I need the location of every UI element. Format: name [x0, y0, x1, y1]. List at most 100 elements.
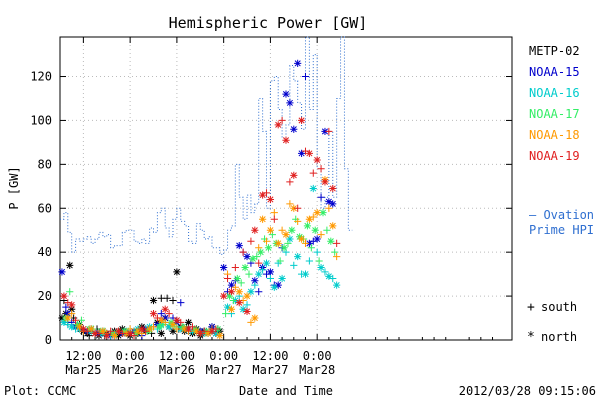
south-marker: [188, 323, 197, 331]
south-marker: [239, 248, 247, 256]
north-marker: [155, 323, 163, 331]
y-tick-label: 100: [30, 113, 52, 127]
south-label: south: [541, 300, 577, 314]
north-marker: [301, 270, 310, 278]
south-marker: [317, 231, 325, 239]
north-marker: [280, 244, 288, 252]
north-marker: [264, 244, 273, 252]
north-marker: [87, 325, 95, 333]
south-marker: [64, 321, 72, 329]
south-marker: [262, 237, 271, 245]
north-marker: [266, 226, 275, 234]
north-marker: [235, 241, 243, 250]
north-marker: [169, 327, 177, 335]
south-marker: [297, 270, 306, 278]
north-marker: [321, 127, 329, 136]
south-marker: [286, 178, 294, 186]
north-marker: [325, 272, 333, 280]
north-marker: [161, 314, 169, 322]
north-marker: [319, 209, 327, 217]
south-marker: [212, 325, 220, 333]
south-marker: [231, 263, 239, 272]
south-marker: [294, 204, 302, 212]
north-marker: [239, 305, 247, 313]
x-axis-label: Date and Time: [239, 384, 333, 398]
north-marker: [91, 329, 99, 338]
south-marker: [247, 318, 255, 327]
south-marker: [253, 252, 261, 261]
north-marker: [270, 283, 278, 291]
x-tick-label-date: Mar26: [112, 363, 148, 377]
north-marker: [208, 327, 216, 335]
north-marker: [282, 136, 290, 144]
x-tick-label-time: 0:00: [209, 349, 238, 363]
north-marker: [149, 310, 158, 318]
south-symbol: +: [527, 300, 535, 315]
south-marker: [333, 239, 341, 247]
south-marker: [169, 296, 177, 305]
north-marker: [313, 156, 321, 164]
north-marker: [157, 316, 165, 324]
north-marker: [134, 327, 142, 335]
south-marker: [325, 204, 333, 212]
south-marker: [107, 327, 115, 335]
north-marker: [184, 318, 193, 327]
north-marker: [294, 59, 302, 67]
north-marker: [68, 301, 76, 309]
north-marker: [110, 332, 119, 340]
legend-metp-02: METP-02: [529, 44, 580, 58]
x-tick-label-time: 12:00: [159, 349, 195, 363]
north-marker: [149, 296, 158, 305]
south-marker: [276, 257, 284, 265]
south-marker: [177, 318, 185, 327]
x-tick-label-date: Mar26: [159, 363, 195, 377]
south-marker: [331, 248, 339, 256]
north-marker: [274, 281, 282, 289]
north-marker: [251, 314, 259, 322]
south-marker: [95, 329, 103, 338]
north-marker: [305, 239, 313, 247]
south-marker: [309, 213, 317, 221]
north-marker: [233, 274, 241, 283]
south-marker: [130, 332, 138, 340]
south-marker: [71, 316, 80, 324]
x-tick-label-time: 0:00: [303, 349, 332, 363]
north-marker: [297, 149, 306, 157]
y-tick-label: 80: [38, 157, 52, 171]
north-marker: [290, 171, 298, 179]
north-marker: [247, 288, 255, 296]
north-marker: [274, 239, 282, 247]
south-marker: [237, 279, 245, 287]
north-marker: [313, 235, 321, 243]
north-marker: [241, 263, 249, 272]
north-marker: [173, 316, 181, 324]
north-marker: [64, 310, 72, 318]
south-marker: [286, 200, 294, 208]
north-marker: [259, 215, 267, 223]
legend-noaa-15: NOAA-15: [529, 65, 580, 79]
north-marker: [251, 226, 259, 234]
south-marker: [229, 296, 237, 305]
south-marker: [161, 318, 169, 327]
north-marker: [216, 332, 224, 340]
north-marker: [99, 327, 107, 335]
series-noaa-15: [58, 59, 337, 340]
north-marker: [122, 329, 130, 338]
south-marker: [309, 169, 317, 177]
chart-title: Hemispheric Power [GW]: [169, 14, 368, 32]
north-marker: [290, 204, 298, 212]
north-marker: [227, 281, 236, 289]
north-marker: [325, 198, 333, 206]
north-marker: [103, 332, 111, 340]
y-tick-label: 120: [30, 70, 52, 84]
plot-frame: [59, 36, 513, 341]
x-tick-label-date: Mar25: [65, 363, 101, 377]
north-marker: [196, 329, 204, 338]
south-marker: [307, 244, 315, 252]
north-marker: [227, 288, 236, 296]
south-marker: [149, 323, 158, 331]
north-marker: [68, 323, 76, 331]
north-marker: [278, 274, 286, 283]
north-marker: [259, 191, 267, 199]
